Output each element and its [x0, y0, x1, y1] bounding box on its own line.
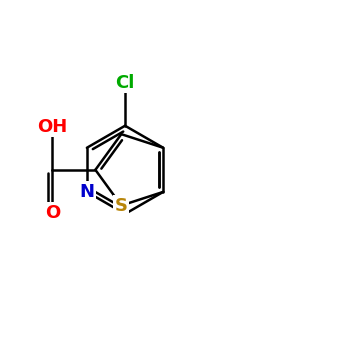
Text: N: N [79, 183, 94, 201]
Text: Cl: Cl [116, 74, 135, 92]
Text: OH: OH [37, 118, 68, 136]
Text: S: S [115, 196, 128, 215]
Text: O: O [45, 204, 60, 222]
